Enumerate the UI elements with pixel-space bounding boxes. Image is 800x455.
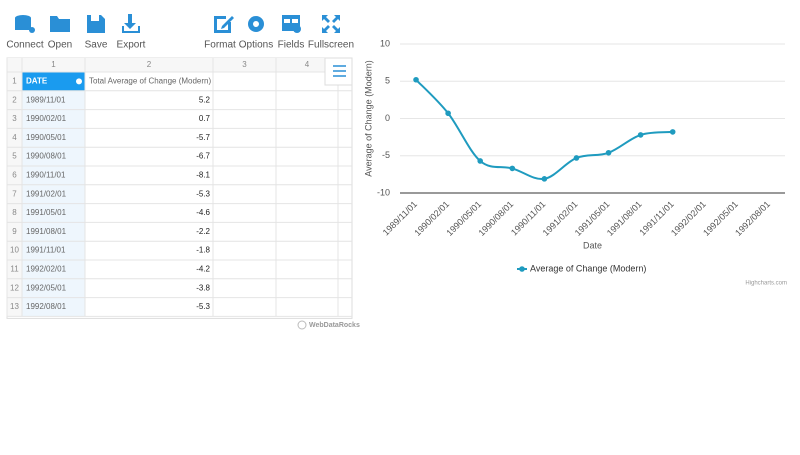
row-number: 1 (12, 77, 17, 86)
value-cell: -6.7 (196, 152, 210, 161)
row-number: 11 (10, 265, 19, 274)
x-axis-title: Date (583, 240, 602, 250)
row-number-column (7, 58, 22, 317)
header-settings-icon (76, 78, 82, 85)
row-header-cell: 1990/02/01 (26, 114, 67, 123)
toolbar-button[interactable]: Export (117, 40, 146, 51)
row-number: 12 (10, 283, 19, 292)
row-number: 13 (10, 302, 19, 311)
header-cell: DATE (26, 77, 48, 86)
value-cell: 5.2 (199, 95, 211, 104)
x-tick-label: 1992/08/01 (733, 199, 772, 238)
y-tick-label: 0 (385, 113, 390, 123)
row-number: 9 (12, 227, 17, 236)
row-header-cell: 1990/05/01 (26, 133, 67, 142)
menu-icon (333, 65, 346, 77)
brand-logo (297, 320, 307, 330)
point (605, 149, 612, 156)
value-cell: -4.2 (196, 265, 210, 274)
column-number: 1 (51, 60, 56, 69)
row-number: 7 (12, 189, 17, 198)
value-cell: -3.8 (196, 283, 210, 292)
value-cell: -4.6 (196, 208, 210, 217)
value-cell: -5.7 (196, 133, 210, 142)
row-header-cell: 1992/08/01 (26, 302, 67, 311)
value-cell: -1.8 (196, 246, 210, 255)
row-header-cell: 1991/05/01 (26, 208, 67, 217)
point (477, 158, 484, 164)
row-header-cell: 1990/08/01 (26, 152, 67, 161)
toolbar-button[interactable]: Format (204, 40, 236, 51)
y-axis-title: Average of Change (Modern) (363, 60, 373, 176)
row-number: 3 (12, 114, 17, 123)
row-number: 4 (12, 133, 17, 142)
toolbar-button[interactable]: Fullscreen (308, 40, 354, 51)
point (637, 132, 644, 138)
toolbar-button[interactable]: Options (239, 40, 273, 51)
row-number: 10 (10, 246, 19, 255)
row-number: 6 (12, 171, 17, 180)
toolbar-button[interactable]: Save (85, 40, 108, 51)
point (509, 165, 516, 172)
point (573, 155, 580, 161)
toolbar-button[interactable]: Fields (278, 40, 305, 51)
y-tick-label: -10 (377, 187, 390, 197)
date-header (22, 72, 85, 91)
y-tick-label: 10 (380, 38, 390, 48)
row-number: 8 (12, 208, 17, 217)
header-cell: Total Average of Change (Modern) (89, 77, 211, 86)
value-cell: -5.3 (196, 302, 210, 311)
row-header-cell: 1991/02/01 (26, 189, 67, 198)
value-cell: 0.7 (199, 114, 211, 123)
row-header-cell: 1992/05/01 (26, 283, 67, 292)
point (445, 110, 451, 117)
value-cell: -2.2 (196, 227, 210, 236)
value-cell: -8.1 (196, 171, 210, 180)
series-line (415, 79, 673, 181)
legend-marker (519, 266, 525, 272)
row-header-cell: 1991/11/01 (26, 246, 66, 255)
y-tick-label: -5 (382, 150, 390, 160)
toolbar-icons (15, 14, 340, 33)
credits: Highcharts.com (745, 281, 787, 287)
chart: -10-505101989/11/011990/02/011990/05/011… (363, 38, 787, 286)
column-number: 4 (305, 60, 310, 69)
point (413, 76, 419, 83)
row-number: 5 (12, 152, 17, 161)
column-number: 2 (147, 60, 152, 69)
point (669, 129, 676, 135)
column-number: 3 (242, 60, 247, 69)
toolbar-button[interactable]: Open (48, 40, 72, 51)
header-row (7, 58, 352, 72)
y-tick-label: 5 (385, 76, 390, 86)
legend-label: Average of Change (Modern) (530, 263, 646, 273)
row-header-cell: 1992/02/01 (26, 265, 67, 274)
row-header-cell: 1991/08/01 (26, 227, 67, 236)
value-cell: -5.3 (196, 189, 210, 198)
row-number: 2 (12, 95, 17, 104)
toolbar-button[interactable]: Connect (6, 40, 43, 51)
row-header-cell: 1990/11/01 (26, 171, 66, 180)
date-column (22, 72, 85, 317)
row-header-cell: 1989/11/01 (26, 95, 66, 104)
branding: WebDataRocks (309, 322, 360, 329)
point (541, 176, 548, 182)
